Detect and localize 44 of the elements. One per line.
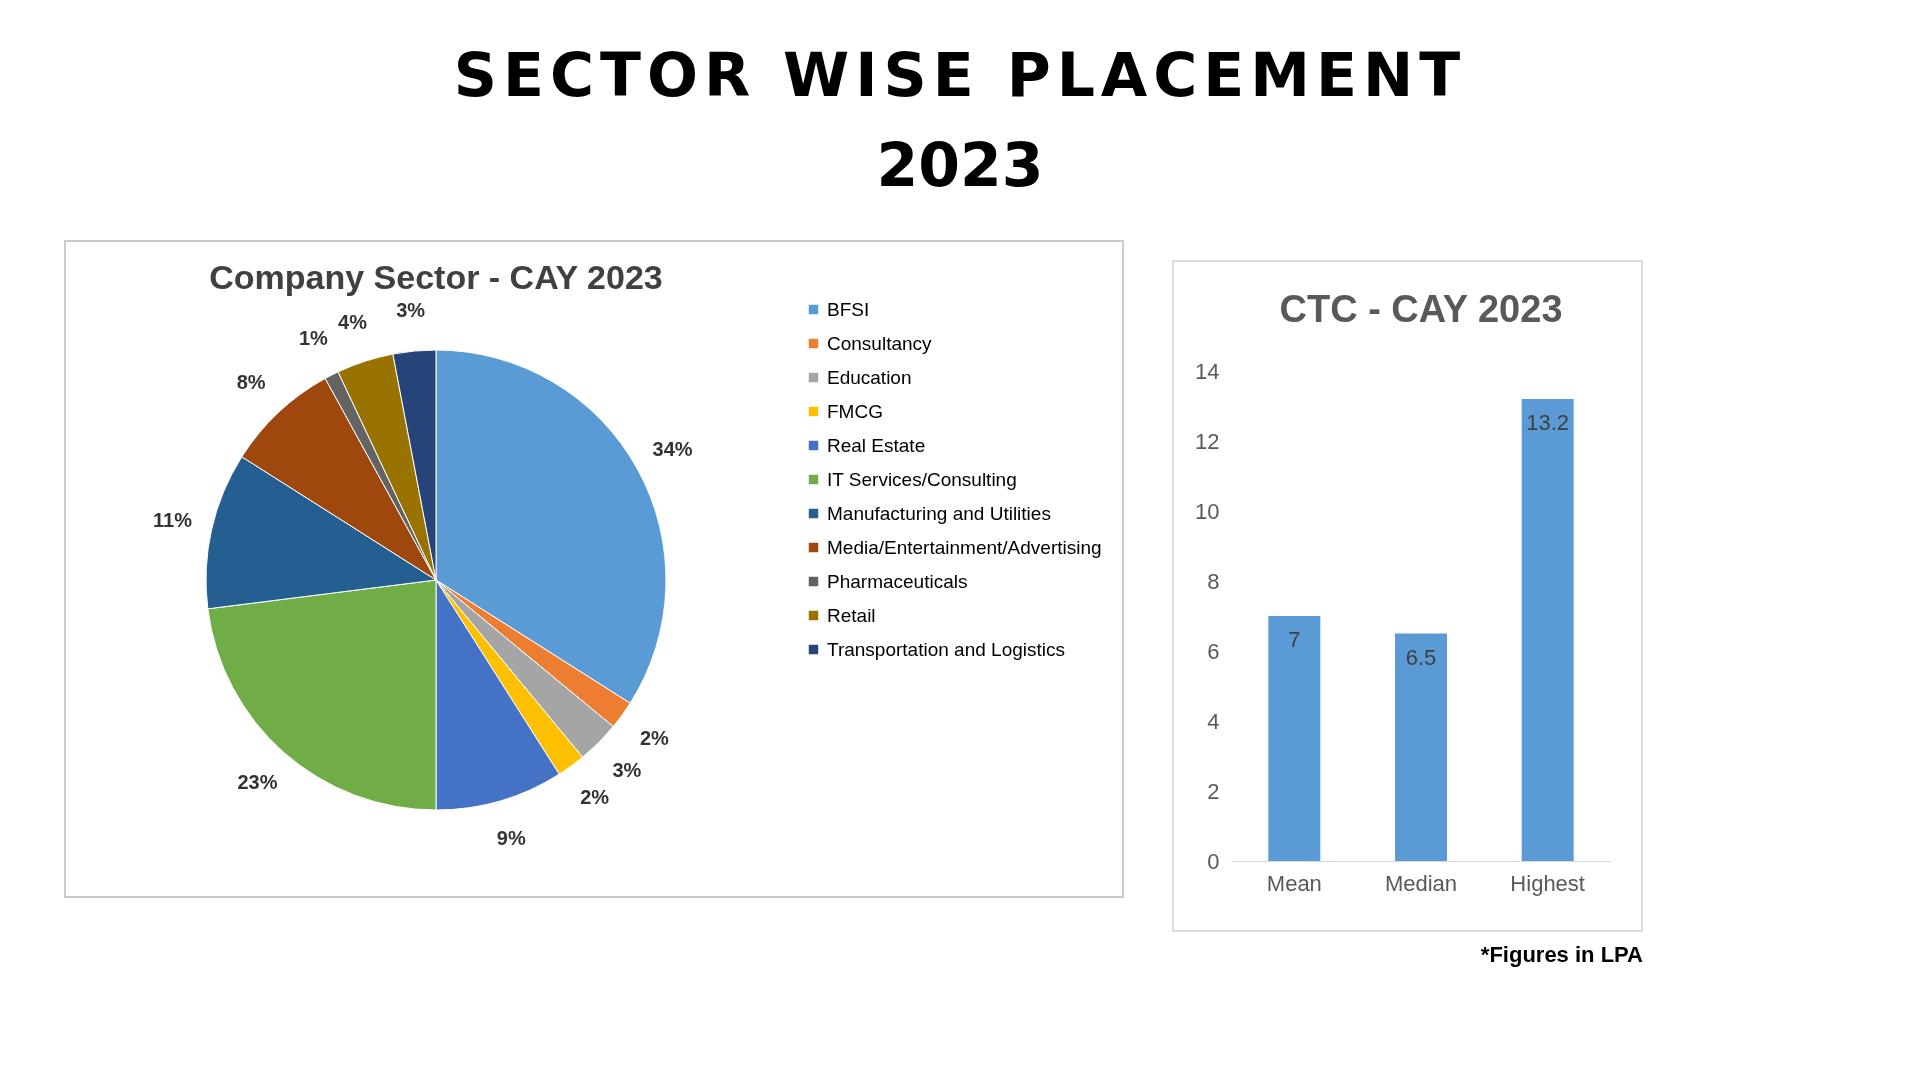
text: *Figures in LPA <box>1479 942 1643 968</box>
legend-label: Education <box>827 366 912 388</box>
y-tick-label: 4 <box>1207 708 1220 734</box>
data-label: 13.2 <box>1526 410 1570 435</box>
data-label: 2% <box>580 786 610 809</box>
y-tick-label: 14 <box>1195 358 1220 384</box>
y-tick-label: 10 <box>1195 498 1220 524</box>
legend-label: Pharmaceuticals <box>827 570 968 592</box>
text: 2023 <box>875 130 1045 200</box>
data-label: 6.5 <box>1405 644 1437 670</box>
legend-label: FMCG <box>827 400 883 422</box>
data-label: 9% <box>496 827 526 850</box>
y-tick-label: 0 <box>1207 848 1220 874</box>
legend-label: Transportation and Logistics <box>827 638 1065 660</box>
bar <box>1521 399 1574 861</box>
data-label: 23% <box>237 770 278 793</box>
data-label: 8% <box>236 371 266 394</box>
data-label: 4% <box>338 311 368 334</box>
legend-label: Manufacturing and Utilities <box>827 502 1051 524</box>
legend-label: BFSI <box>827 298 870 320</box>
legend-label: Consultancy <box>827 332 933 354</box>
y-tick-label: 2 <box>1207 778 1220 804</box>
data-label: 34% <box>652 437 693 460</box>
legend-label: Retail <box>827 604 876 626</box>
x-tick-label: Median <box>1384 870 1458 896</box>
text: SECTOR WISE PLACEMENT <box>452 40 1468 110</box>
data-label: 2% <box>639 726 670 749</box>
legend-label: IT Services/Consulting <box>827 468 1017 490</box>
x-tick-label: Mean <box>1266 870 1322 896</box>
data-label: 1% <box>298 327 329 350</box>
bar <box>1268 616 1321 861</box>
y-tick-label: 6 <box>1207 638 1220 664</box>
chart-title: CTC - CAY 2023 <box>1279 288 1563 330</box>
bar <box>1395 633 1447 861</box>
y-tick-label: 8 <box>1207 568 1220 594</box>
data-label: 3% <box>612 758 642 781</box>
y-tick-label: 12 <box>1195 428 1220 454</box>
data-label: 7 <box>1288 627 1301 652</box>
legend-label: Media/Entertainment/Advertising <box>827 536 1102 558</box>
legend-label: Real Estate <box>827 434 926 456</box>
data-label: 3% <box>396 299 426 322</box>
data-label: 11% <box>153 509 193 532</box>
chart-title: Company Sector - CAY 2023 <box>209 258 663 296</box>
x-tick-label: Highest <box>1510 870 1585 896</box>
